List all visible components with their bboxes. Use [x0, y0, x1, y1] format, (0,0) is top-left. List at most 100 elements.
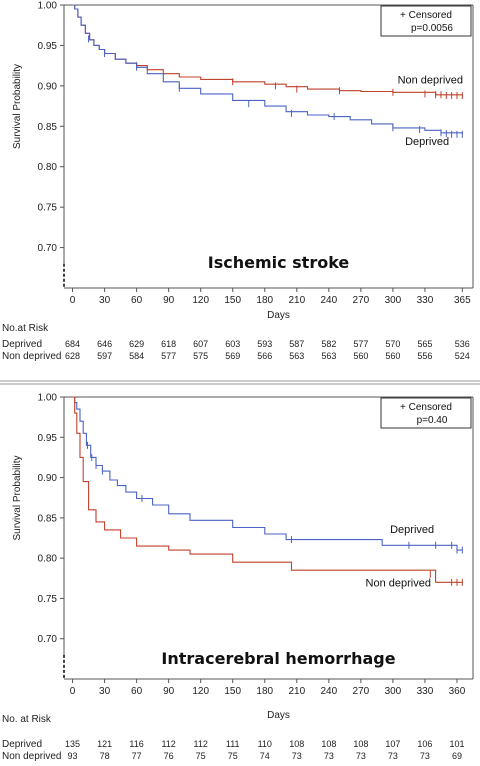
chart1-x-tick-label: 270	[353, 295, 370, 306]
chart1-risk-value: 587	[289, 339, 304, 349]
chart2-y-tick-label: 0.95	[38, 433, 58, 444]
chart1-y-tick-label: 0.80	[38, 162, 58, 173]
chart2-risk-value: 75	[196, 751, 206, 761]
chart1-y-axis-label: Survival Probability	[12, 64, 23, 149]
chart2-series-non-deprived	[72, 396, 463, 583]
chart2-x-tick-label: 0	[70, 686, 76, 697]
chart1-risk-value: 577	[353, 339, 368, 349]
chart2-risk-value: 106	[417, 739, 432, 749]
chart2-risk-value: 76	[164, 751, 174, 761]
chart2-risk-value: 112	[161, 739, 175, 749]
chart1-risk-value: 536	[455, 339, 470, 349]
chart1-risk-value: 524	[455, 351, 470, 361]
chart1-legend-pvalue: p=0.0056	[411, 23, 453, 34]
chart1-y-tick-label: 1.00	[38, 1, 58, 12]
chart2-risk-value: 108	[321, 739, 336, 749]
chart2-x-tick-label: 270	[353, 686, 370, 697]
chart2-risk-value: 108	[289, 739, 304, 749]
chart1-x-tick-label: 300	[385, 295, 402, 306]
chart2-risk-value: 73	[292, 751, 302, 761]
chart1-risk-value: 563	[289, 351, 304, 361]
chart1-x-tick-label: 120	[192, 295, 209, 306]
chart2-risk-value: 78	[100, 751, 110, 761]
chart1-risk-value: 563	[321, 351, 336, 361]
chart1-series-deprived	[72, 4, 463, 135]
chart2-risk-value: 75	[228, 751, 238, 761]
chart1-x-tick-label: 240	[320, 295, 337, 306]
chart1-risk-value: 570	[385, 339, 400, 349]
chart2-curve-label: Non deprived	[366, 577, 431, 589]
chart2-risk-value: 101	[449, 739, 464, 749]
chart1-risk-value: 560	[385, 351, 400, 361]
chart1-y-tick-label: 0.70	[38, 243, 58, 254]
chart1-risk-value: 593	[257, 339, 272, 349]
chart2-risk-title: No. at Risk	[2, 714, 52, 725]
chart2-risk-value: 116	[129, 739, 143, 749]
chart2-risk-row-label: Deprived	[2, 739, 42, 750]
chart2-y-tick-label: 0.90	[38, 473, 58, 484]
chart1-x-tick-label: 365	[454, 295, 471, 306]
chart2-legend-pvalue: p=0.40	[417, 415, 448, 426]
chart2-risk-value: 73	[356, 751, 366, 761]
chart2-x-axis-label: Days	[267, 710, 290, 721]
chart2-risk-value: 111	[226, 739, 240, 749]
chart1-y-tick-label: 0.90	[38, 81, 58, 92]
chart2-risk-value: 108	[353, 739, 368, 749]
chart2-x-tick-label: 330	[417, 686, 434, 697]
chart1-curve-label: Non deprived	[398, 74, 463, 86]
chart2-x-tick-label: 240	[320, 686, 337, 697]
chart2-y-axis-label: Survival Probability	[12, 455, 23, 540]
chart1-x-tick-label: 60	[131, 295, 143, 306]
chart2-risk-value: 69	[452, 751, 462, 761]
chart1-risk-value: 582	[321, 339, 336, 349]
chart2-x-tick-label: 30	[99, 686, 111, 697]
chart1-risk-value: 629	[129, 339, 144, 349]
chart2-series-deprived	[72, 396, 463, 551]
chart1-risk-value: 565	[417, 339, 432, 349]
chart2-risk-value: 121	[97, 739, 112, 749]
chart1-risk-value: 575	[193, 351, 208, 361]
chart1-legend-box	[380, 5, 472, 37]
chart1-y-tick-label: 0.75	[38, 203, 58, 214]
chart2-legend-censored: + Censored	[400, 402, 452, 413]
chart1-x-tick-label: 330	[417, 295, 434, 306]
chart2-risk-value: 74	[260, 751, 270, 761]
chart2-curve-label: Deprived	[390, 524, 434, 536]
chart2-x-tick-label: 60	[131, 686, 143, 697]
chart2-x-tick-label: 180	[256, 686, 273, 697]
chart1-risk-value: 560	[353, 351, 368, 361]
chart1-risk-row-label: Deprived	[2, 339, 42, 350]
chart2-risk-value: 73	[388, 751, 398, 761]
chart2-risk-value: 93	[68, 751, 78, 761]
chart1-y-tick-label: 0.95	[38, 41, 58, 52]
chart2-y-tick-label: 0.85	[38, 513, 58, 524]
chart1-risk-value: 566	[257, 351, 272, 361]
chart2-title: Intracerebral hemorrhage	[161, 649, 395, 668]
chart1-risk-value: 569	[225, 351, 240, 361]
chart2-risk-value: 73	[420, 751, 430, 761]
chart2-risk-value: 73	[324, 751, 334, 761]
chart1-risk-value: 597	[97, 351, 112, 361]
chart1-risk-value: 607	[193, 339, 208, 349]
chart2-x-tick-label: 120	[192, 686, 209, 697]
chart2-risk-value: 77	[132, 751, 142, 761]
chart1-risk-title: No.at Risk	[2, 323, 49, 334]
chart1-x-tick-label: 150	[224, 295, 241, 306]
chart1-x-tick-label: 30	[99, 295, 111, 306]
chart1-risk-value: 684	[65, 339, 80, 349]
chart1-risk-value: 618	[161, 339, 176, 349]
chart2-risk-value: 110	[258, 739, 272, 749]
chart1-risk-value: 556	[417, 351, 432, 361]
chart2-risk-value: 107	[385, 739, 400, 749]
chart2-y-tick-label: 0.75	[38, 594, 58, 605]
chart1-risk-value: 603	[225, 339, 240, 349]
chart2-y-tick-label: 1.00	[38, 393, 58, 404]
chart1-x-tick-label: 180	[256, 295, 273, 306]
chart2-risk-value: 135	[65, 739, 80, 749]
chart2-y-tick-label: 0.70	[38, 634, 58, 645]
chart1-risk-value: 646	[97, 339, 112, 349]
chart2-risk-value: 112	[194, 739, 208, 749]
chart1-risk-value: 584	[129, 351, 144, 361]
chart1-x-tick-label: 0	[70, 295, 76, 306]
